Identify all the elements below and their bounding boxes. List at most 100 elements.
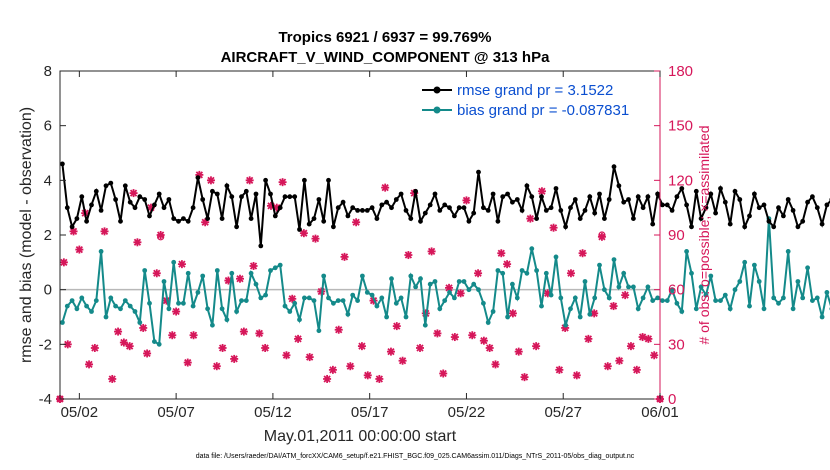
obs-marker-stroke [381,183,389,192]
rmse-point [606,197,612,202]
obs-marker-stroke [526,214,534,223]
chart-title-line2: AIRCRAFT_V_WIND_COMPONENT @ 313 hPa [221,49,551,66]
rmse-point [795,224,801,230]
bias-point [156,341,162,347]
rmse-point [766,218,772,224]
bias-point [311,298,317,303]
x-tick-label: 05/07 [157,404,195,421]
obs-assimilated-marker [85,360,94,369]
bias-point [626,284,631,290]
bias-point [185,270,191,276]
bias-point [558,295,564,301]
bias-point [272,265,278,271]
bias-point [722,292,728,298]
rmse-point [122,183,128,189]
obs-assimilated-marker [218,343,227,352]
rmse-point [684,202,689,208]
obs-assimilated-marker [328,365,337,374]
obs-marker-stroke [644,335,653,343]
rmse-point [258,243,264,249]
bias-point [190,303,196,309]
rmse-point [287,194,293,200]
rmse-point [229,194,235,200]
obs-assimilated-marker [255,329,264,338]
bias-point [519,268,525,273]
obs-assimilated-marker [143,349,152,358]
rmse-point [572,197,578,202]
bias-point [674,300,680,306]
rmse-point [369,205,375,211]
bias-point [785,249,791,254]
rmse-point [210,188,215,194]
obs-marker-stroke [538,187,546,195]
obs-marker-stroke [433,329,442,338]
rmse-point [500,194,506,200]
obs-marker-stroke [282,351,291,359]
bias-point [606,295,612,301]
rmse-point [79,194,85,200]
bias-point [239,298,244,303]
bias-point [640,295,646,301]
bias-point [113,303,118,309]
bias-point [340,298,346,303]
bias-point [568,306,573,312]
bias-point [422,322,428,328]
bias-point [108,295,114,301]
bias-point [800,295,806,301]
bias-point [413,284,418,290]
obs-marker-stroke [352,218,360,226]
bias-point [253,281,259,287]
obs-marker-stroke [139,324,147,332]
rmse-point [214,191,220,197]
rmse-point [514,197,520,202]
bias-point [398,295,404,301]
obs-assimilated-marker [632,365,641,374]
rmse-point [485,208,491,213]
obs-assimilated-marker [479,336,488,345]
obs-marker-stroke [120,338,128,347]
bias-point [466,287,472,293]
obs-marker-stroke [64,340,72,348]
obs-assimilated-marker [108,374,117,383]
bias-point [171,259,177,265]
rmse-point [316,197,322,202]
bias-point [689,270,694,276]
bias-point [74,306,80,312]
y-axis-right-ticks: 0 30 60 90 120 150 180 [654,63,693,408]
rmse-point [205,216,211,222]
rmse-point [98,208,104,213]
obs-marker-stroke [578,249,587,257]
bias-point [292,300,298,306]
bias-point [795,279,801,284]
obs-marker-stroke [346,362,354,370]
rmse-point [650,221,656,227]
obs-marker-stroke [153,269,161,277]
rmse-point [597,191,602,197]
rmse-point [84,218,89,224]
bias-point [103,314,109,320]
rmse-point [776,205,781,211]
bias-point [93,298,99,303]
rmse-point [708,191,714,197]
bias-point [756,279,762,284]
rmse-point [350,205,356,211]
rmse-point [277,205,283,211]
obs-marker-stroke [491,360,500,369]
bias-point [655,295,660,301]
rmse-point [326,177,331,183]
y-right-tick-label: 150 [668,118,693,135]
obs-marker-stroke [598,233,606,241]
obs-assimilated-marker [603,362,612,371]
rmse-point [452,213,457,219]
rmse-point [311,216,317,222]
y-axis-label: rmse and bias (model - observation) [18,107,35,363]
bias-point [335,298,341,303]
bias-point [243,298,249,303]
bias-point [577,314,583,320]
rmse-point [282,194,288,200]
rmse-point [427,202,433,208]
rmse-point [74,216,80,222]
rmse-point [268,191,273,197]
obs-marker-stroke [416,344,424,352]
bias-point [205,306,211,312]
